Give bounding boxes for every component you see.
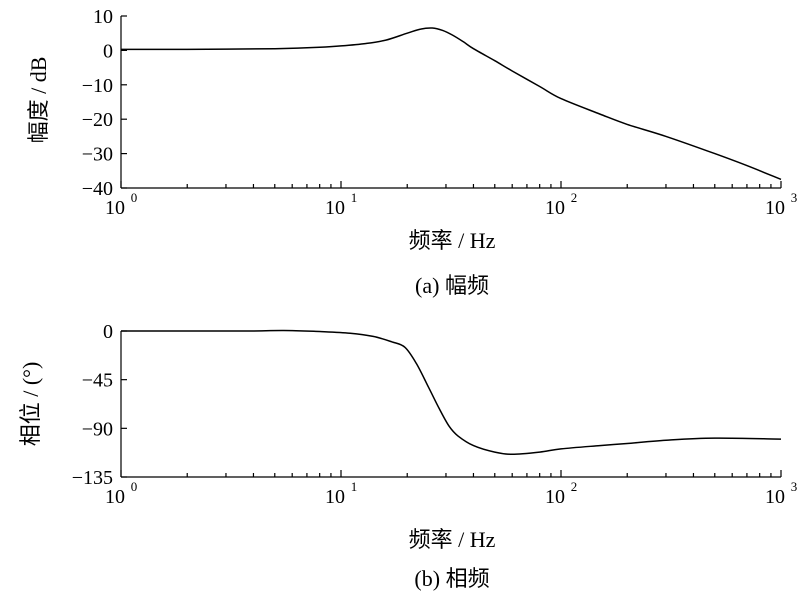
phase-y-tick-label: −45 — [82, 370, 113, 392]
phase-caption: (b) 相频 — [414, 566, 489, 591]
magnitude-y-axis-title: 幅度 / dB — [26, 57, 51, 144]
magnitude-y-tick-label: 10 — [93, 6, 113, 28]
magnitude-x-tick-exponent: 3 — [791, 190, 798, 205]
magnitude-x-axis-title: 频率 / Hz — [409, 228, 496, 253]
phase-series-line — [121, 329, 782, 456]
magnitude-caption: (a) 幅频 — [415, 273, 489, 298]
phase-y-axis-title: 相位 / (°) — [18, 362, 43, 447]
phase-x-tick-label: 10 — [765, 486, 785, 508]
phase-x-axis-title: 频率 / Hz — [409, 527, 496, 552]
magnitude-x-tick-label: 10 — [325, 197, 345, 219]
magnitude-x-tick-exponent: 0 — [131, 190, 138, 205]
phase-x-tick-exponent: 3 — [791, 479, 798, 494]
phase-y-tick-label: 0 — [103, 321, 113, 343]
phase-x-tick-exponent: 0 — [131, 479, 138, 494]
phase-x-tick-label: 10 — [325, 486, 345, 508]
magnitude-series-line — [120, 27, 782, 181]
phase-x-tick-exponent: 1 — [351, 479, 358, 494]
magnitude-x-tick-exponent: 2 — [571, 190, 578, 205]
magnitude-x-tick-exponent: 1 — [351, 190, 358, 205]
phase-x-tick-label: 10 — [545, 486, 565, 508]
phase-y-tick-label: −135 — [72, 467, 113, 489]
magnitude-y-tick-label: −30 — [82, 144, 113, 166]
magnitude-x-tick-label: 10 — [105, 197, 125, 219]
magnitude-y-tick-label: 0 — [103, 40, 113, 62]
magnitude-y-tick-label: −10 — [82, 75, 113, 97]
phase-x-tick-label: 10 — [105, 486, 125, 508]
phase-y-tick-label: −90 — [82, 418, 113, 440]
magnitude-y-tick-label: −20 — [82, 109, 113, 131]
magnitude-y-tick-label: −40 — [82, 178, 113, 200]
magnitude-x-tick-label: 10 — [765, 197, 785, 219]
phase-x-tick-exponent: 2 — [571, 479, 578, 494]
magnitude-x-tick-label: 10 — [545, 197, 565, 219]
